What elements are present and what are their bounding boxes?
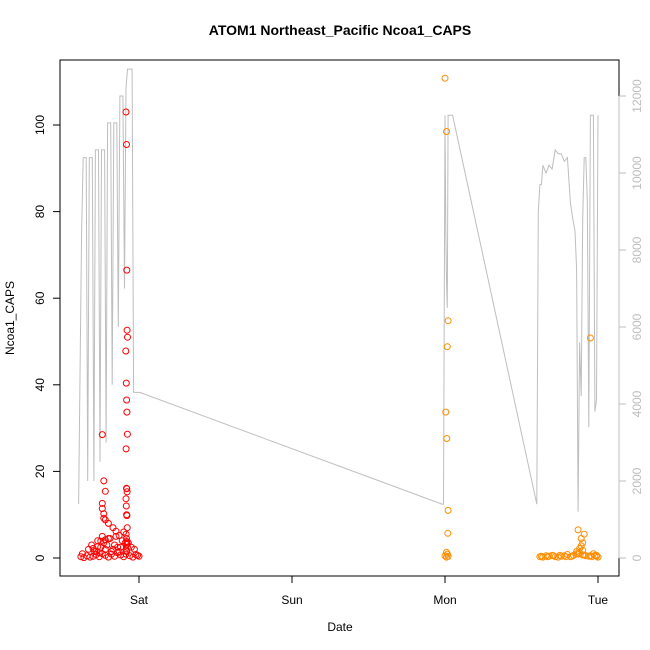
data-point-series-2	[579, 546, 587, 554]
data-point-series-1	[88, 541, 96, 549]
data-point-series-1	[101, 536, 109, 544]
data-point-series-1	[98, 431, 106, 439]
data-point-series-2	[593, 551, 600, 559]
y-tick-label: 0	[33, 554, 47, 561]
data-point-series-1	[130, 545, 138, 553]
data-point-series-2	[577, 542, 585, 550]
data-point-series-1	[134, 551, 141, 559]
data-point-series-1	[120, 528, 128, 536]
data-point-series-1	[122, 502, 130, 510]
y-tick-label: 100	[33, 115, 47, 135]
data-point-series-1	[123, 430, 131, 438]
x-tick-label: Sun	[281, 593, 302, 607]
data-point-series-1	[100, 514, 108, 522]
data-point-series-1	[123, 524, 131, 532]
y2-tick-label: 4000	[630, 390, 644, 417]
data-point-series-1	[101, 487, 109, 495]
data-point-series-2	[443, 128, 450, 135]
data-point-series-1	[122, 550, 130, 558]
data-point-series-1	[100, 477, 108, 485]
data-point-series-1	[122, 546, 130, 554]
data-point-series-1	[108, 548, 115, 555]
x-tick-label: Sat	[130, 593, 149, 607]
x-axis: Sat Sun Mon Tue	[130, 575, 609, 607]
data-point-series-2	[557, 552, 565, 560]
data-point-series-1	[123, 326, 131, 334]
y2-tick-label: 0	[630, 554, 644, 561]
chart-title: ATOM1 Northeast_Pacific Ncoa1_CAPS	[209, 22, 471, 38]
data-point-series-1	[122, 495, 130, 503]
y-axis: 0 20 40 60 80 100	[33, 115, 61, 561]
data-point-series-1	[122, 108, 130, 116]
data-point-series-1	[115, 548, 123, 555]
data-point-series-1	[123, 512, 131, 520]
data-point-series-1	[114, 543, 122, 551]
data-point-series-1	[122, 445, 130, 453]
data-point-series-2	[568, 552, 576, 560]
data-point-series-2	[586, 334, 594, 342]
y-tick-label: 40	[33, 378, 47, 392]
x-axis-label: Date	[327, 620, 353, 634]
data-point-series-1	[97, 537, 105, 545]
data-point-series-1	[101, 545, 109, 553]
y-tick-label: 80	[33, 205, 47, 219]
data-point-series-2	[443, 553, 450, 561]
data-point-series-2	[443, 343, 451, 351]
data-point-series-1	[123, 141, 130, 148]
data-point-series-1	[123, 396, 131, 404]
data-point-series-1	[95, 549, 103, 557]
data-point-series-1	[104, 519, 112, 527]
data-point-series-1	[98, 499, 106, 507]
data-point-series-2	[443, 435, 451, 442]
data-point-series-2	[441, 552, 449, 560]
data-point-series-1	[124, 333, 131, 341]
data-point-series-2	[444, 506, 452, 514]
data-point-series-1	[123, 488, 131, 496]
secondary-line-layer	[78, 68, 599, 512]
data-point-series-1	[115, 532, 123, 539]
data-point-series-2	[580, 530, 588, 538]
data-point-series-2	[442, 408, 450, 416]
y2-tick-label: 6000	[630, 313, 644, 340]
data-point-series-1	[123, 266, 131, 274]
x-tick-label: Tue	[588, 593, 609, 607]
data-point-series-2	[444, 529, 452, 537]
data-point-series-1	[104, 535, 112, 542]
data-point-series-1	[117, 543, 125, 551]
data-point-series-1	[123, 408, 131, 416]
data-point-series-2	[444, 317, 452, 325]
y2-tick-label: 8000	[630, 236, 644, 263]
data-point-series-1	[86, 553, 94, 561]
x-tick-label: Mon	[433, 593, 456, 607]
data-point-series-2	[574, 526, 582, 534]
data-point-series-1	[123, 485, 131, 493]
y2-tick-label: 2000	[630, 467, 644, 494]
data-point-series-1	[122, 347, 130, 355]
data-point-series-1	[112, 532, 120, 540]
data-point-series-1	[78, 550, 86, 558]
points-layer	[77, 74, 602, 562]
y-tick-label: 20	[33, 464, 47, 478]
data-point-series-2	[441, 74, 449, 82]
data-point-series-1	[135, 552, 143, 560]
secondary-series-line	[78, 68, 599, 512]
data-point-series-1	[122, 530, 130, 538]
data-point-series-1	[123, 543, 131, 551]
y-tick-label: 60	[33, 291, 47, 305]
secondary-y-axis: 0 2000 4000 6000 8000 10000 12000	[618, 79, 644, 561]
y-axis-label: Ncoa1_CAPS	[3, 281, 17, 355]
data-point-series-1	[122, 379, 130, 387]
y2-tick-label: 12000	[630, 79, 644, 113]
y2-tick-label: 10000	[630, 156, 644, 190]
